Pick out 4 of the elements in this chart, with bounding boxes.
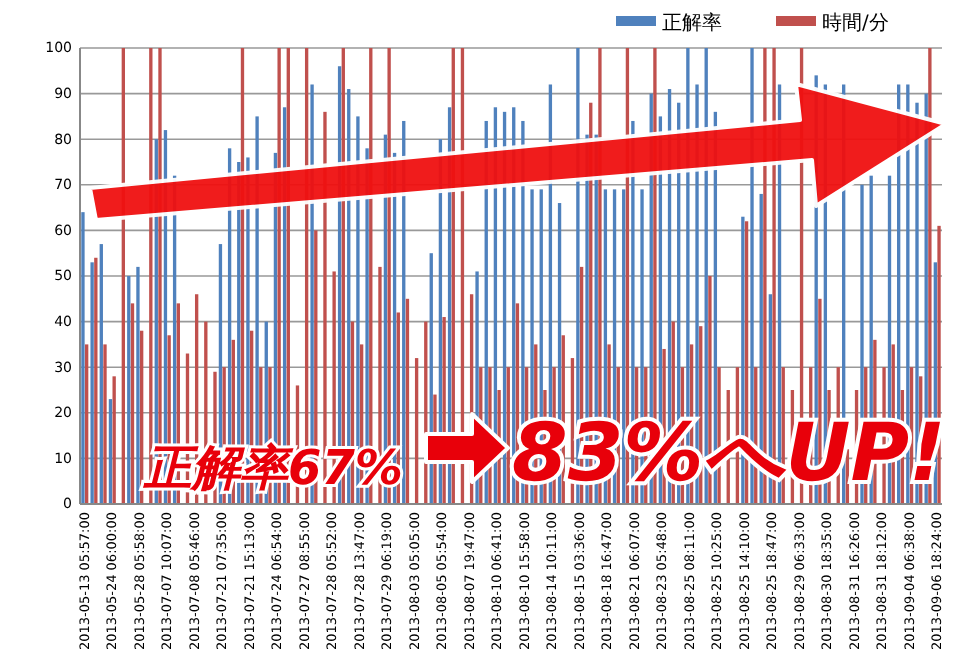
legend-label: 時間/分 [822, 11, 889, 35]
annotation: 83%へUP! [512, 408, 946, 500]
annotation: 正解率67% [142, 440, 403, 496]
legend-label: 正解率 [662, 11, 722, 35]
